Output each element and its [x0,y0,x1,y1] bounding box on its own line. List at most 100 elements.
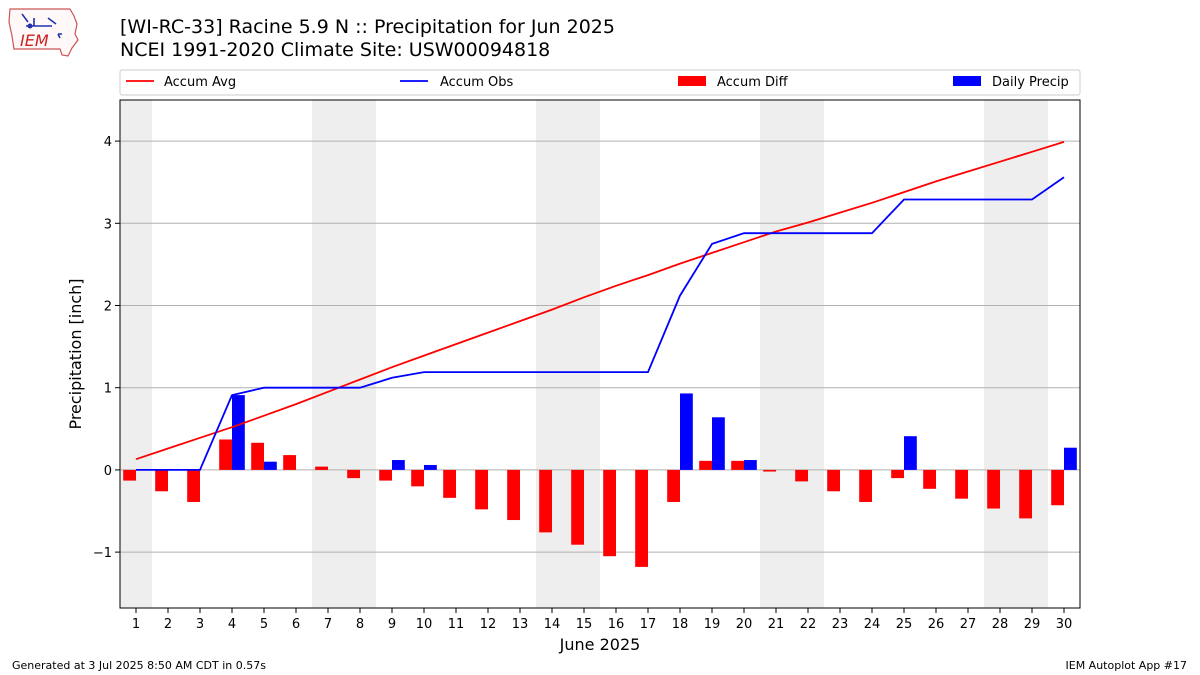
accum-diff-bar [699,460,712,470]
plot-frame [119,99,1081,609]
x-tick-label: 23 [832,617,849,632]
accum-diff-bar [859,469,872,502]
daily-precip-bar [744,460,757,470]
daily-precip-bar [392,460,405,470]
chart-title: [WI-RC-33] Racine 5.9 N :: Precipitation… [120,16,615,38]
x-tick-label: 5 [260,617,268,632]
chart-subtitle: NCEI 1991-2020 Climate Site: USW00094818 [120,39,551,61]
y-tick-label: 1 [104,382,112,397]
x-tick-label: 26 [928,617,945,632]
y-tick-label: −1 [93,546,112,561]
legend-accum-diff-label: Accum Diff [717,75,789,90]
accum-diff-bar [571,469,584,545]
x-tick-label: 14 [544,617,561,632]
daily-precip-bar [424,464,437,470]
legend-accum-avg-label: Accum Avg [164,75,236,90]
daily-precip-bar [264,461,277,470]
accum-diff-bar [155,469,168,492]
x-tick-label: 29 [1024,617,1041,632]
accum-diff-bar [827,469,840,492]
x-tick-label: 18 [672,617,689,632]
accum-diff-bar [411,469,424,487]
bars-layer [123,393,1077,567]
legend: Accum Avg Accum Obs Accum Diff Daily Pre… [119,69,1081,96]
accum-diff-bar [283,455,296,470]
weekend-band [120,100,152,608]
weekend-band [760,100,792,608]
accum-diff-bar [123,469,136,481]
accum-diff-bar [475,469,488,510]
x-tick-label: 20 [736,617,753,632]
weather-station-icon [21,13,62,39]
accum-diff-bar [347,469,360,479]
y-axis: −1 0 1 2 3 4 [93,135,120,561]
x-tick-label: 8 [356,617,364,632]
x-tick-label: 6 [292,617,300,632]
daily-precip-bar [712,417,725,470]
weekend-bands [120,100,1048,608]
accum-diff-bar [731,460,744,470]
lines-layer [135,141,1065,471]
y-tick-label: 3 [104,217,112,232]
x-tick-label: 1 [132,617,140,632]
accum-diff-bar [315,466,328,470]
legend-daily-precip-label: Daily Precip [992,75,1069,90]
x-tick-label: 25 [896,617,913,632]
legend-accum-obs-label: Accum Obs [440,75,513,90]
y-tick-label: 2 [104,300,112,315]
accum-diff-bar [1051,469,1064,506]
accum-diff-bar [667,469,680,502]
x-tick-label: 19 [704,617,721,632]
legend-accum-diff-swatch [678,76,706,86]
accum-diff-bar [763,469,776,472]
legend-box [119,69,1081,96]
x-tick-label: 3 [196,617,204,632]
accum-diff-bar [987,469,1000,509]
legend-daily-precip-swatch [953,76,981,86]
x-tick-label: 9 [388,617,396,632]
weekend-band [792,100,824,608]
x-tick-label: 30 [1056,617,1073,632]
x-tick-label: 4 [228,617,236,632]
daily-precip-bar [232,395,245,470]
x-axis-label: June 2025 [559,635,641,654]
x-tick-label: 24 [864,617,881,632]
y-tick-label: 4 [104,135,112,150]
x-tick-label: 28 [992,617,1009,632]
x-tick-label: 21 [768,617,785,632]
accum-diff-bar [1019,469,1032,519]
x-tick-label: 16 [608,617,625,632]
x-tick-label: 13 [512,617,529,632]
y-gridlines [120,140,1080,553]
logo-text: IEM [20,31,49,50]
y-axis-label: Precipitation [inch] [66,278,85,429]
weekend-band [984,100,1016,608]
accum-obs-line [136,176,1065,471]
accum-diff-bar [187,469,200,502]
accum-diff-bar [251,442,264,470]
x-tick-label: 22 [800,617,817,632]
weekend-band [344,100,376,608]
accum-diff-bar [507,469,520,521]
x-tick-label: 12 [480,617,497,632]
accum-diff-bar [635,469,648,567]
daily-precip-bar [904,436,917,470]
accum-diff-bar [219,439,232,470]
accum-diff-bar [795,469,808,482]
x-tick-label: 10 [416,617,433,632]
x-tick-label: 15 [576,617,593,632]
accum-diff-bar [379,469,392,481]
app-credit: IEM Autoplot App #17 [1065,659,1188,672]
accum-diff-bar [955,469,968,499]
accum-avg-line [135,141,1065,461]
x-tick-label: 17 [640,617,657,632]
weekend-band [1016,100,1048,608]
x-tick-label: 11 [448,617,465,632]
x-tick-label: 2 [164,617,172,632]
weekend-band [312,100,344,608]
accum-diff-bar [443,469,456,498]
y-tick-label: 0 [104,464,112,479]
generated-timestamp: Generated at 3 Jul 2025 8:50 AM CDT in 0… [12,659,266,672]
